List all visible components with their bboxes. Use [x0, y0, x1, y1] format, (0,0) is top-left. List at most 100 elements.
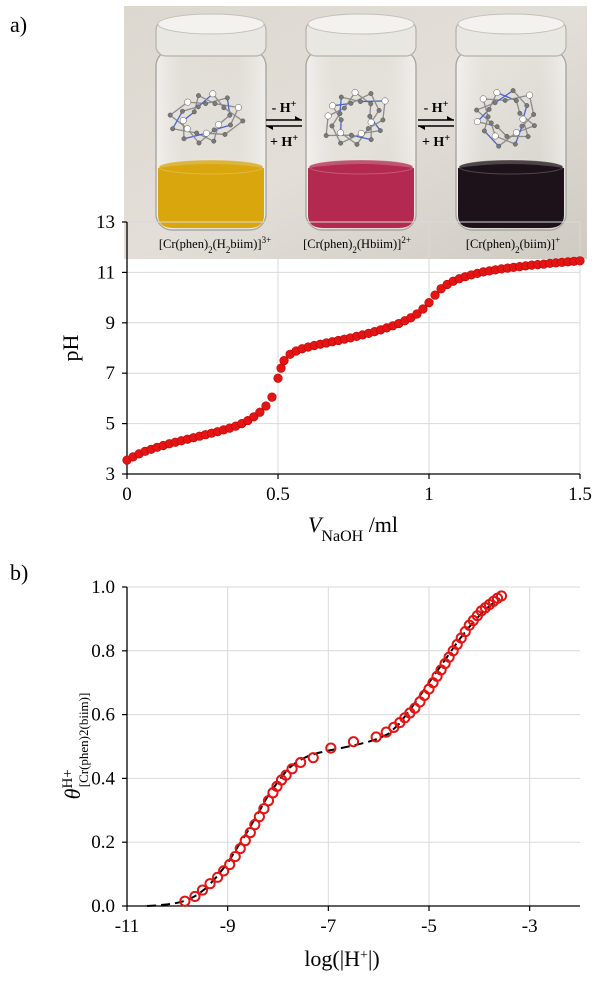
bond	[498, 132, 517, 147]
x-tick-label: -7	[320, 916, 336, 937]
atom	[502, 97, 508, 103]
bond	[172, 110, 184, 130]
bond	[205, 97, 228, 105]
atom	[488, 120, 494, 126]
bond	[331, 125, 342, 144]
atom	[474, 107, 480, 113]
atom	[512, 129, 520, 137]
atom	[368, 137, 374, 143]
data-point	[249, 819, 261, 831]
data-point	[575, 256, 585, 266]
atom	[494, 124, 500, 130]
y-tick-label: 0.0	[91, 896, 115, 917]
vial-cap-top	[307, 13, 415, 35]
protonation-label: + H+	[422, 133, 450, 151]
data-point	[286, 763, 298, 775]
atom	[368, 91, 374, 97]
atom	[524, 103, 530, 109]
atom	[211, 127, 217, 133]
atom	[512, 141, 518, 147]
atom	[525, 134, 531, 139]
atom	[181, 136, 187, 142]
molecule-structure	[473, 88, 537, 149]
data-point	[239, 835, 251, 847]
bond	[340, 132, 362, 144]
x-axis-label: log(|H+|)	[304, 946, 379, 971]
vial-3: [Cr(phen)2(biim)]+	[455, 13, 567, 255]
data-point	[212, 871, 224, 883]
atom	[479, 95, 487, 103]
atom	[184, 98, 192, 106]
y-tick-label: 0.6	[91, 705, 115, 726]
bond	[483, 130, 500, 147]
panel-label-b: b)	[10, 560, 28, 585]
atom	[179, 117, 187, 125]
bond	[494, 135, 516, 145]
bond	[172, 128, 197, 134]
atom	[485, 114, 491, 120]
y-tick-label: 5	[106, 414, 116, 435]
bond	[224, 120, 244, 135]
atom	[227, 112, 233, 118]
data-point	[267, 392, 277, 402]
atom	[348, 132, 354, 138]
atom	[481, 128, 487, 134]
equilibrium-arrow-2: - H+ + H+	[418, 99, 454, 151]
protonation-chart: -11 -9 -7 -5 -3 0.0 0.2 0.4 0.6 0.8 1.0 log(|H+|) θH…	[60, 577, 580, 971]
bond	[483, 98, 506, 102]
y-tick-label: 1.0	[91, 577, 115, 598]
reverse-arrowhead	[266, 126, 273, 130]
data-point	[196, 884, 209, 896]
bond	[183, 132, 207, 140]
bond	[169, 101, 189, 116]
atom	[338, 117, 344, 123]
atom	[179, 108, 185, 114]
bond	[369, 115, 381, 132]
atom	[486, 106, 492, 112]
y-axis-label: pH	[58, 334, 83, 361]
vial-liquid	[158, 164, 264, 228]
data-point	[495, 590, 508, 602]
atom	[323, 133, 329, 138]
atom	[329, 123, 335, 129]
vials-photo: [Cr(phen)2(H2biim)]3+ [Cr(phen)2(Hbiim)]2…	[124, 6, 587, 259]
atom	[531, 112, 537, 117]
reverse-arrowhead	[418, 126, 425, 130]
atom	[170, 126, 176, 132]
fit-curve	[147, 597, 501, 907]
y-tick-label: 0.8	[91, 641, 115, 662]
atom	[209, 90, 217, 98]
y-axis-label: θH+[Cr(phen)2(biim)]	[60, 693, 91, 800]
atom	[491, 132, 499, 140]
data-point	[189, 890, 201, 903]
atom	[519, 123, 525, 129]
bond	[223, 107, 244, 122]
x-tick-label: 0.5	[266, 484, 290, 505]
data-point	[279, 356, 289, 366]
atom	[351, 88, 359, 96]
atom	[513, 98, 519, 104]
y-tick-label: 7	[106, 363, 116, 384]
x-axis-label: VNaOH /ml	[308, 512, 398, 545]
bond	[494, 90, 514, 104]
data-points	[179, 590, 508, 907]
bond	[512, 90, 528, 106]
deprotonation-label: - H+	[272, 99, 297, 117]
atom	[195, 104, 201, 110]
bond	[169, 114, 188, 130]
protonation-label: + H+	[270, 133, 298, 151]
molecule-structure	[167, 90, 246, 146]
x-tick-label: -9	[220, 916, 236, 937]
x-tick-label: -3	[522, 916, 538, 937]
atom	[235, 104, 242, 111]
atom	[376, 107, 382, 113]
data-point	[307, 752, 319, 764]
atom	[222, 132, 228, 137]
vial-2: [Cr(phen)2(Hbiim)]2+	[303, 13, 417, 255]
data-point	[224, 858, 236, 871]
vial-liquid-surface	[458, 159, 564, 175]
atom	[196, 93, 201, 99]
vial-liquid-surface	[308, 159, 414, 175]
bond	[370, 93, 380, 111]
atom	[504, 133, 510, 139]
